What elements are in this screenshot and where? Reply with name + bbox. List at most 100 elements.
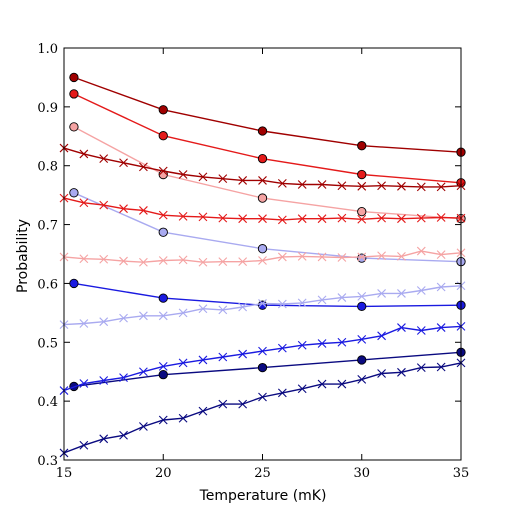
data-point [218,257,228,267]
data-point [158,293,168,303]
data-point [69,72,79,83]
data-point [119,373,128,382]
data-point [99,200,109,210]
data-point [158,210,168,220]
data-point [337,181,347,191]
data-point [416,213,426,223]
data-point [218,213,228,223]
data-point [198,406,208,416]
data-point [198,212,208,222]
data-point [297,251,307,261]
data-point [178,170,188,179]
data-point [277,215,287,225]
data-point [397,367,406,377]
data-point [119,158,128,168]
data-point [69,278,79,289]
data-point [258,214,267,224]
data-point [69,188,79,198]
data-point [69,89,79,99]
data-point [119,256,128,266]
data-point [139,311,148,321]
data-point [79,319,89,328]
series-8 [59,193,466,225]
data-point [277,343,287,353]
data-point [139,422,148,431]
data-point [238,302,248,312]
data-point [258,256,267,265]
data-point [317,180,327,189]
data-point [337,293,347,302]
data-point [277,178,287,188]
series-10 [59,281,466,330]
data-point [377,181,386,191]
data-point [357,291,367,301]
data-point [337,253,347,262]
x-tick-label: 30 [353,466,370,481]
data-point [257,193,268,203]
data-point [198,304,208,314]
data-point [99,254,109,264]
data-point [397,181,406,191]
data-point [99,376,109,385]
data-point [277,388,287,398]
data-point [238,257,248,267]
data-point [357,301,367,312]
data-point [377,331,386,341]
data-point [357,214,367,224]
data-point [297,180,307,189]
data-point [79,440,89,450]
data-point [337,337,347,347]
data-point [69,122,79,132]
data-point [357,181,367,191]
series-layer [59,72,466,458]
data-point [257,126,268,136]
data-point [99,317,109,327]
data-point [258,176,267,185]
data-point [139,257,148,267]
data-point [158,105,168,115]
data-point [357,355,367,365]
data-point [158,362,168,371]
data-point [416,286,426,295]
data-point [99,154,109,164]
data-point [158,166,168,176]
y-tick-label: 0.7 [37,219,58,234]
data-point [79,254,89,264]
data-point [218,305,228,315]
data-point [257,300,268,310]
data-point [238,399,248,409]
data-point [436,362,446,372]
y-tick-label: 0.4 [37,395,58,410]
data-point [158,370,168,380]
data-point [258,392,267,402]
data-point [317,214,327,224]
data-point [436,250,446,259]
data-point [139,367,148,377]
data-point [238,176,248,185]
data-point [277,252,287,262]
data-point [158,131,168,141]
data-point [297,298,307,308]
data-point [139,162,148,172]
series-1 [69,72,466,157]
data-point [357,169,367,180]
series-2 [69,89,466,188]
data-point [317,339,327,348]
data-point [99,434,109,444]
data-point [178,255,188,265]
data-point [198,355,208,365]
y-tick-label: 0.5 [37,336,58,351]
data-point [397,214,406,224]
data-point [416,246,426,256]
data-point [337,379,347,389]
data-point [436,323,446,332]
data-point [178,308,188,318]
data-point [178,211,188,221]
plot-area [64,48,461,460]
data-point [257,244,268,254]
data-point [238,214,248,224]
x-tick-label: 35 [453,466,470,481]
axes-layer: 15 20 25 30 35 0.3 0.4 0.5 0.6 0.7 0.8 0.9 1.0 [37,42,469,481]
data-point [119,204,128,214]
data-point [277,299,287,309]
